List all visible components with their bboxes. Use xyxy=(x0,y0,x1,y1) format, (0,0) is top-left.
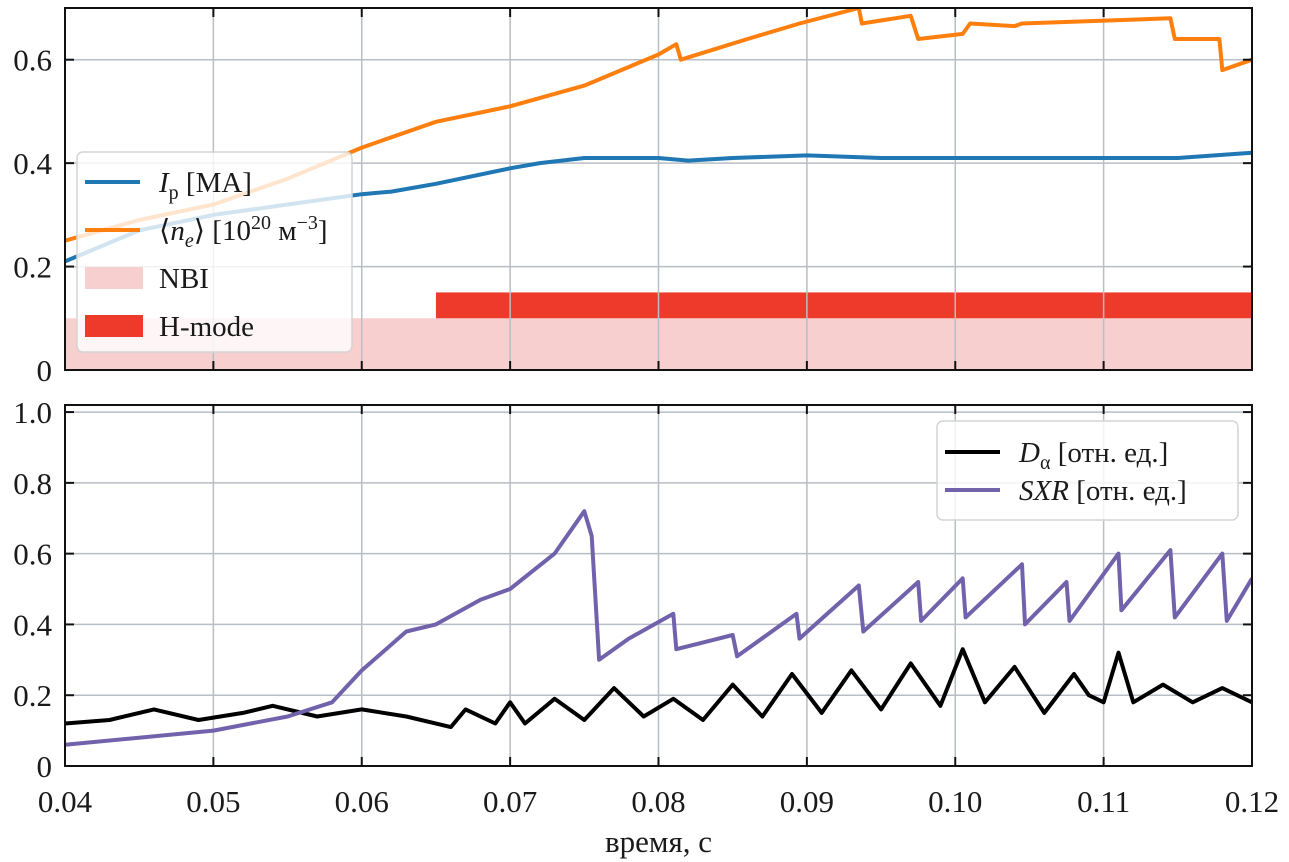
y-tick-label: 0.8 xyxy=(13,466,52,501)
legend-label: Dα [отн. ед.] xyxy=(1018,437,1168,474)
band-h-mode xyxy=(435,292,1252,319)
legend-entry-ne: ⟨ne⟩ [1020 м−3] xyxy=(85,212,328,252)
y-tick-label: 0.2 xyxy=(13,678,52,713)
panel-top: 0 0.2 0.4 0.6 Ip [MA] ⟨ne⟩ [1020 м−3] NBI H-mod… xyxy=(13,7,1253,388)
y-tick-label: 0.2 xyxy=(13,250,52,285)
panel-bottom: 0 0.2 0.4 0.6 0.8 1.0 0.04 0.05 0.06 0.07 0.08 0.09… xyxy=(13,395,1279,859)
y-tick-label: 0 xyxy=(37,353,53,388)
legend-swatch-patch xyxy=(85,267,143,289)
legend-label-part: [отн. ед.] xyxy=(1050,437,1168,469)
legend-label-part: NBI xyxy=(159,263,209,295)
legend-label: H-mode xyxy=(159,311,254,343)
legend-label-part: ⟩ [10 xyxy=(194,215,251,247)
legend-label-part: p xyxy=(169,182,179,204)
legend-label: ⟨ne⟩ [1020 м−3] xyxy=(159,212,328,252)
legend-label: SXR [отн. ед.] xyxy=(1019,475,1187,507)
legend-label-part: 20 xyxy=(251,212,271,234)
x-tick-label: 0.05 xyxy=(186,784,240,819)
y-tick-label: 0.6 xyxy=(13,537,52,572)
legend-label-part: SXR xyxy=(1019,475,1069,507)
x-tick-label: 0.04 xyxy=(38,784,93,819)
legend-label-part: D xyxy=(1018,437,1040,469)
legend-label-part: H-mode xyxy=(159,311,254,343)
legend-entry-dalpha: Dα [отн. ед.] xyxy=(945,437,1168,474)
legend-entry-nbi: NBI xyxy=(85,263,209,295)
legend-entry-sxr: SXR [отн. ед.] xyxy=(945,475,1187,507)
legend-label: Ip [MA] xyxy=(158,167,252,204)
y-tick-label: 0.4 xyxy=(13,146,52,181)
series-ne xyxy=(65,8,1252,243)
legend-entry-ip: Ip [MA] xyxy=(85,167,252,204)
legend-label-part: −3 xyxy=(297,212,318,234)
legend-label-part: [отн. ед.] xyxy=(1069,475,1187,507)
x-tick-label: 0.11 xyxy=(1077,784,1130,819)
legend-label-part: n xyxy=(170,215,185,247)
legend-label-part: I xyxy=(158,167,170,199)
y-tick-label: 0 xyxy=(37,749,53,784)
x-tick-label: 0.12 xyxy=(1225,784,1279,819)
legend-label-part: e xyxy=(185,230,194,252)
legend-label-part: ] xyxy=(318,215,328,247)
x-tick-label: 0.08 xyxy=(631,784,685,819)
legend-label: NBI xyxy=(159,263,209,295)
x-tick-label: 0.06 xyxy=(335,784,389,819)
legend-label-part: α xyxy=(1040,452,1051,474)
legend-box xyxy=(936,420,1239,521)
x-tick-label: 0.10 xyxy=(928,784,982,819)
legend-box xyxy=(76,151,353,353)
y-tick-label: 0.6 xyxy=(13,43,52,78)
legend: Dα [отн. ед.]SXR [отн. ед.] xyxy=(936,420,1239,521)
y-tick-label: 1.0 xyxy=(13,395,52,430)
legend-swatch-patch xyxy=(85,315,143,337)
legend-label-part: м xyxy=(271,215,297,247)
legend-label-part: [MA] xyxy=(179,167,252,199)
x-tick-label: 0.07 xyxy=(483,784,537,819)
legend-entry-h-mode: H-mode xyxy=(85,311,254,343)
x-tick-label: 0.09 xyxy=(780,784,834,819)
legend-label-part: ⟨ xyxy=(159,215,170,247)
y-tick-label: 0.4 xyxy=(13,607,52,642)
legend: Ip [MA] ⟨ne⟩ [1020 м−3] NBI H-mode xyxy=(76,151,353,353)
x-axis-label: время, с xyxy=(605,824,712,859)
